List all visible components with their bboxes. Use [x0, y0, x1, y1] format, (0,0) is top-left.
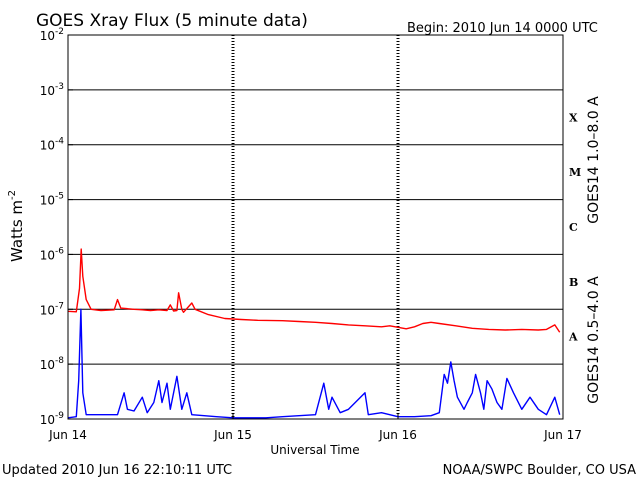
flare-class-label: C — [569, 221, 578, 234]
y-tick-label: 10-3 — [40, 82, 64, 98]
series-line-short-wavelength — [67, 308, 561, 419]
legend-red-series: GOES14 1.0–8.0 A — [586, 96, 602, 224]
flare-class-label: B — [569, 276, 578, 289]
begin-date: Begin: 2010 Jun 14 0000 UTC — [407, 21, 598, 36]
y-axis-label: Watts m-2 — [7, 190, 26, 262]
flare-class-labels: X M C B A — [568, 111, 581, 343]
y-tick-label: 10-6 — [40, 246, 65, 262]
credit-text: NOAA/SWPC Boulder, CO USA — [443, 463, 636, 478]
flare-class-label: A — [568, 331, 578, 344]
y-tick-label: 10-2 — [40, 27, 64, 43]
flare-class-label: X — [569, 111, 578, 124]
x-tick-label: Jun 17 — [543, 428, 582, 442]
y-axis-label-base: Watts m — [8, 200, 26, 262]
data-series — [67, 248, 561, 419]
x-tick-label: Jun 14 — [48, 428, 87, 442]
grid-lines — [68, 35, 563, 419]
y-tick-label: 10-7 — [40, 301, 64, 317]
x-tick-label: Jun 16 — [378, 428, 417, 442]
legend-blue-series: GOES14 0.5–4.0 A — [586, 276, 602, 404]
flare-class-label: M — [569, 166, 581, 179]
plot-frame — [67, 34, 564, 420]
x-axis-ticks: Jun 14 Jun 15 Jun 16 Jun 17 — [48, 414, 582, 442]
y-tick-label: 10-9 — [40, 411, 65, 427]
updated-timestamp: Updated 2010 Jun 16 22:10:11 UTC — [2, 463, 232, 478]
chart-title: GOES Xray Flux (5 minute data) — [36, 11, 308, 31]
y-tick-label: 10-5 — [40, 192, 64, 208]
y-axis-label-exp: -2 — [7, 190, 18, 200]
x-axis-label: Universal Time — [270, 443, 359, 457]
x-tick-label: Jun 15 — [213, 428, 252, 442]
y-tick-label: 10-4 — [40, 137, 65, 153]
y-axis-ticks: 10-2 10-3 10-4 10-5 10-6 10-7 10-8 10-9 — [40, 27, 73, 427]
y-tick-label: 10-8 — [40, 356, 65, 372]
series-line-long-wavelength — [67, 248, 561, 333]
